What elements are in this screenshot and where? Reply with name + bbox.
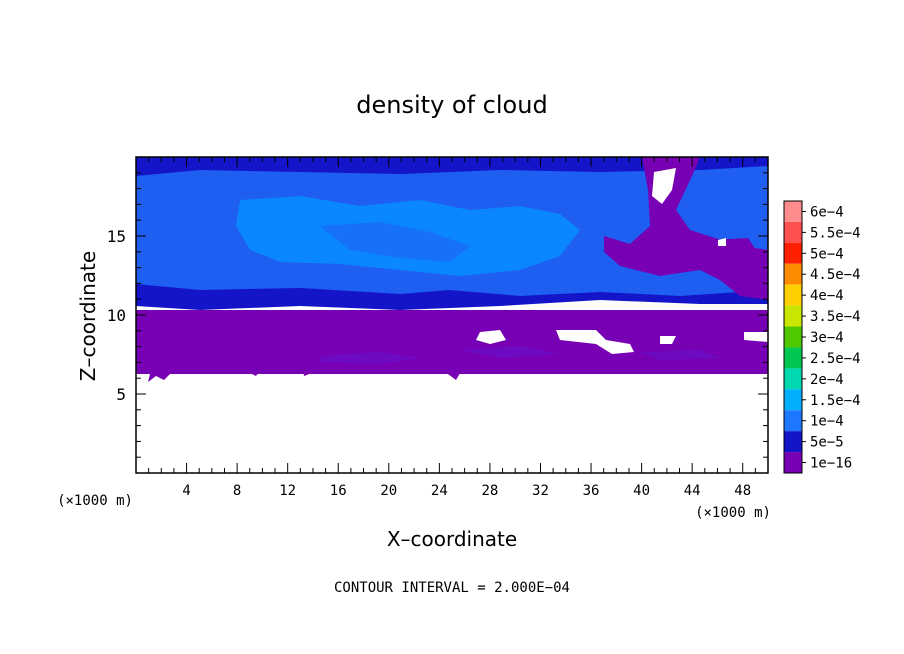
- colorbar-label: 2.5e−4: [810, 351, 861, 367]
- x-axis: 4 8 12 16 20 24 28 32 36 40 44 48: [148, 157, 756, 499]
- colorbar-swatch: [784, 410, 802, 432]
- x-tick-label: 40: [633, 483, 650, 499]
- y-axis: 5 10 15: [107, 172, 768, 458]
- band-gap-4: [744, 332, 768, 342]
- contour-interval-note: CONTOUR INTERVAL = 2.000E−04: [334, 580, 570, 596]
- colorbar-label: 4e−4: [810, 288, 844, 304]
- colorbar-label: 4.5e−4: [810, 267, 861, 283]
- band-gap-2: [556, 330, 634, 354]
- colorbar-swatch: [784, 284, 802, 306]
- y-tick-label: 15: [107, 227, 126, 246]
- band-ripples: [320, 346, 720, 364]
- colorbar-label: 6e−4: [810, 204, 844, 220]
- colorbar-label: 5e−4: [810, 246, 844, 262]
- colorbar-swatch: [784, 389, 802, 411]
- band-gap-3: [660, 336, 676, 344]
- colorbar-swatch: [784, 326, 802, 348]
- colorbar-swatch: [784, 305, 802, 327]
- colorbar-label: 2e−4: [810, 372, 844, 388]
- x-tick-label: 8: [233, 483, 241, 499]
- x-tick-label: 24: [431, 483, 448, 499]
- colorbar-swatch: [784, 263, 802, 285]
- x-tick-label: 32: [532, 483, 549, 499]
- x-unit-label: (×1000 m): [695, 505, 771, 521]
- x-tick-label: 4: [182, 483, 190, 499]
- colorbar-label: 5.5e−4: [810, 225, 861, 241]
- y-tick-label: 10: [107, 306, 126, 325]
- cloud-core-mid: [320, 222, 470, 262]
- band-gap-1: [476, 330, 506, 344]
- x-tick-label: 28: [481, 483, 498, 499]
- colorbar-label: 1e−16: [810, 456, 852, 472]
- lowest-density-band: [136, 310, 768, 374]
- colorbar: 6e−4 5.5e−4 5e−4 4.5e−4 4e−4 3.5e−4 3e−4 2.5e−4…: [783, 200, 861, 474]
- y-tick-label: 5: [116, 385, 126, 404]
- colorbar-swatch: [784, 431, 802, 453]
- colorbar-label: 3e−4: [810, 330, 844, 346]
- x-tick-label: 36: [583, 483, 600, 499]
- colorbar-label: 1.5e−4: [810, 393, 861, 409]
- contour-field: [136, 157, 768, 473]
- colorbar-swatch: [784, 368, 802, 390]
- colorbar-swatch: [784, 201, 802, 222]
- y-unit-label: (×1000 m): [57, 493, 133, 509]
- colorbar-label: 3.5e−4: [810, 309, 861, 325]
- colorbar-swatch: [784, 347, 802, 369]
- plume-gap-top: [652, 168, 676, 204]
- colorbar-label: 5e−5: [810, 435, 844, 451]
- band-lower-edge: [136, 352, 768, 382]
- x-tick-label: 12: [279, 483, 296, 499]
- x-tick-label: 48: [734, 483, 751, 499]
- plume-gap-small: [718, 238, 726, 246]
- chart-title: density of cloud: [356, 91, 547, 119]
- colorbar-swatch: [784, 452, 802, 473]
- x-axis-label: X–coordinate: [387, 527, 517, 551]
- x-tick-label: 20: [380, 483, 397, 499]
- colorbar-swatch: [784, 221, 802, 243]
- cloud-lower-rim: [136, 284, 768, 310]
- x-tick-label: 16: [330, 483, 347, 499]
- y-axis-label: Z–coordinate: [76, 251, 100, 381]
- x-tick-label: 44: [684, 483, 701, 499]
- colorbar-swatch: [784, 242, 802, 264]
- cloud-upper-rim: [136, 157, 768, 176]
- colorbar-label: 1e−4: [810, 414, 844, 430]
